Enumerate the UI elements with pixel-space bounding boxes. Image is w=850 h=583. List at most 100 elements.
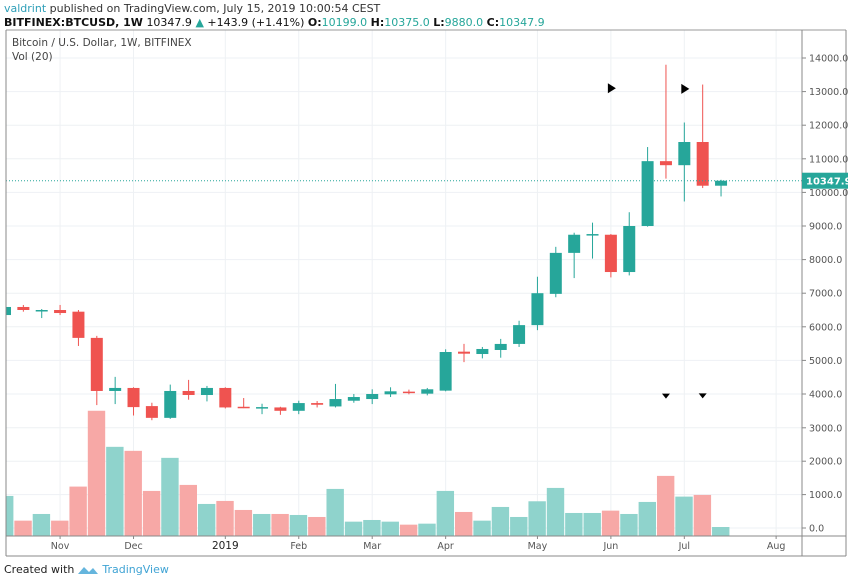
volume-tick-label: 3000.0 xyxy=(809,423,842,434)
volume-bar xyxy=(455,511,473,536)
price-tick-label: 6000.0 xyxy=(809,322,842,333)
volume-bar xyxy=(289,514,308,536)
price-tick-label: 14000.0 xyxy=(809,54,848,65)
candle-body xyxy=(366,394,379,400)
volume-bar xyxy=(197,503,216,536)
price-change: +143.9 (+1.41%) xyxy=(207,16,305,29)
volume-bar xyxy=(565,512,583,536)
time-tick-label: May xyxy=(528,541,548,552)
volume-tick-label: 2000.0 xyxy=(809,457,842,468)
candle-body xyxy=(90,337,103,391)
candle-body xyxy=(458,351,470,354)
volume-bar xyxy=(473,520,491,536)
candle-body xyxy=(384,391,397,395)
volume-bar xyxy=(546,487,565,536)
volume-title: Vol (20) xyxy=(12,51,53,63)
price-tick-label: 7000.0 xyxy=(809,289,842,300)
volume-bar xyxy=(344,521,363,536)
candle-body xyxy=(256,407,269,409)
time-tick-label: Mar xyxy=(363,541,381,552)
up-arrow-icon: ▲ xyxy=(195,16,204,29)
time-tick-label: 2019 xyxy=(212,540,239,552)
volume-bar xyxy=(363,519,381,536)
price-tick-label: 8000.0 xyxy=(809,255,842,266)
time-tick-label: Nov xyxy=(51,541,70,552)
volume-bar xyxy=(601,510,620,536)
candle-body xyxy=(292,403,305,411)
price-tick-label: 11000.0 xyxy=(809,154,848,165)
candle-body xyxy=(6,306,11,316)
current-price-label: 10347.9 xyxy=(806,177,850,188)
candle-body xyxy=(219,387,232,408)
volume-tick-label: 0.0 xyxy=(809,524,824,535)
high-label: H: xyxy=(370,16,385,29)
volume-bar xyxy=(271,513,289,536)
tradingview-link[interactable]: TradingView xyxy=(102,563,169,576)
last-price: 10347.9 xyxy=(146,16,192,29)
candle-body xyxy=(513,325,526,344)
candle-body xyxy=(182,390,195,396)
candle-body xyxy=(439,352,452,391)
volume-bar xyxy=(308,516,326,536)
candle-body xyxy=(604,234,617,273)
candle-body xyxy=(347,397,360,401)
volume-bar xyxy=(638,501,656,536)
price-tick-label: 10000.0 xyxy=(809,188,848,199)
time-tick-label: Jul xyxy=(678,541,690,552)
volume-bar xyxy=(161,457,179,536)
volume-bar xyxy=(418,523,436,536)
publish-text: published on TradingView.com, July 15, 2… xyxy=(49,2,381,15)
time-tick-label: Aug xyxy=(767,541,786,552)
author-link[interactable]: valdrint xyxy=(4,2,47,15)
candle-body xyxy=(531,293,544,326)
symbol-name: BITFINEX:BTCUSD, 1W xyxy=(4,16,143,29)
candle-body xyxy=(659,161,672,166)
candle-body xyxy=(329,399,342,407)
candle-body xyxy=(237,406,250,409)
candle-body xyxy=(54,310,67,314)
volume-bar xyxy=(675,496,693,536)
close-value: 10347.9 xyxy=(499,16,545,29)
candle-body xyxy=(696,142,709,186)
low-label: L: xyxy=(433,16,445,29)
volume-tick-label: 1000.0 xyxy=(809,490,842,501)
candle-body xyxy=(311,403,324,405)
volume-bar xyxy=(87,410,106,536)
volume-bar xyxy=(510,516,528,536)
candle-body xyxy=(145,406,158,418)
volume-bar xyxy=(712,526,730,536)
candle-body xyxy=(200,387,213,396)
volume-bar xyxy=(381,521,399,536)
volume-bar xyxy=(14,520,32,536)
volume-bar xyxy=(693,494,712,536)
price-tick-label: 13000.0 xyxy=(809,87,848,98)
series-title: Bitcoin / U.S. Dollar, 1W, BITFINEX xyxy=(12,37,192,49)
candle-body xyxy=(35,310,48,312)
price-tick-label: 12000.0 xyxy=(809,121,848,132)
candle-body xyxy=(109,387,122,391)
chart-legend: Bitcoin / U.S. Dollar, 1W, BITFINEX Vol … xyxy=(12,36,192,64)
volume-bar xyxy=(32,513,51,536)
volume-bar xyxy=(124,450,142,536)
volume-bar xyxy=(491,506,510,536)
close-label: C: xyxy=(486,16,500,29)
candle-body xyxy=(164,390,177,418)
open-label: O: xyxy=(307,16,322,29)
volume-bar xyxy=(6,495,14,536)
volume-bar xyxy=(436,490,455,536)
current-price-badge xyxy=(802,172,848,189)
time-tick-label: Dec xyxy=(124,541,142,552)
volume-bar xyxy=(253,513,271,536)
candle-body xyxy=(549,252,562,294)
tradingview-logo-icon xyxy=(78,566,99,574)
candle-body xyxy=(17,306,30,310)
triangle-right-marker-icon xyxy=(681,83,690,94)
symbol-info: BITFINEX:BTCUSD, 1W 10347.9 ▲ +143.9 (+1… xyxy=(4,16,545,29)
volume-bar xyxy=(179,484,197,536)
candle-body xyxy=(421,389,434,394)
candle-body xyxy=(715,180,728,186)
high-value: 10375.0 xyxy=(384,16,430,29)
footer: Created with TradingView xyxy=(4,563,169,576)
candle-body xyxy=(127,387,140,408)
